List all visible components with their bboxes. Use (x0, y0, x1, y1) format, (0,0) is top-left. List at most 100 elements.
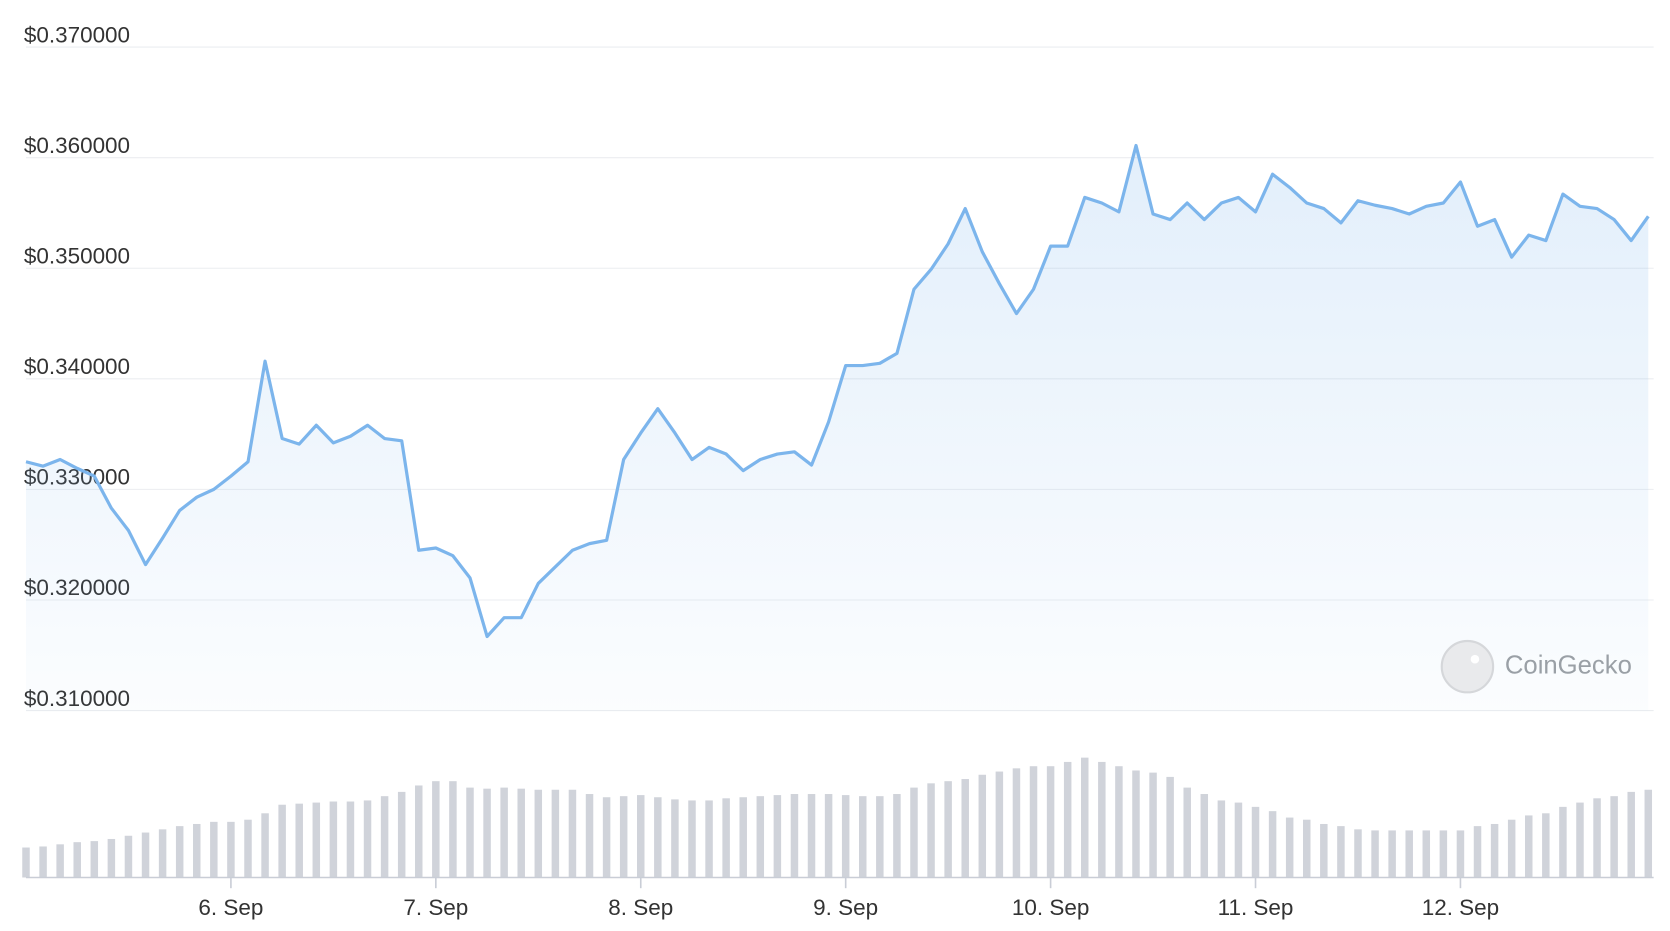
logo (1440, 639, 1495, 694)
volume-bar (329, 801, 338, 878)
volume-bar (654, 797, 662, 878)
volume-bar (1166, 776, 1174, 878)
volume-bar (1268, 811, 1277, 878)
volume-bar (1644, 789, 1653, 878)
volume-bar (1610, 796, 1618, 878)
volume-bar (210, 821, 218, 878)
volume-bar (346, 801, 355, 878)
volume-bar (602, 797, 611, 878)
volume-bar (1012, 768, 1021, 878)
volume-bar (107, 838, 116, 878)
volume-bar (295, 803, 303, 878)
volume-bar (893, 794, 901, 878)
volume-bar (944, 781, 952, 878)
volume-bar (1439, 830, 1448, 878)
volume-bar (1542, 813, 1550, 878)
volume-bar (739, 797, 747, 878)
volume-bar (1422, 830, 1431, 878)
volume-bar (807, 794, 816, 878)
volume-bar (1029, 766, 1038, 878)
volume-bar (722, 798, 730, 878)
volume-bar (1371, 830, 1379, 878)
y-tick-label: $0.350000 (24, 243, 130, 268)
y-tick-label: $0.340000 (24, 354, 130, 379)
volume-bar (1576, 802, 1584, 878)
volume-bar (278, 804, 286, 878)
volume-bar (585, 794, 594, 878)
volume-bar (1132, 770, 1140, 878)
volume-bar (483, 788, 491, 878)
volume-bar (244, 819, 252, 878)
x-tick-label: 10. Sep (1012, 895, 1089, 920)
volume-bar (1115, 766, 1123, 878)
volume-bar (995, 771, 1004, 878)
price-line (25, 143, 1650, 639)
volume-bar (1525, 815, 1533, 878)
volume-bar (1183, 787, 1191, 878)
volume-bar (1149, 772, 1157, 878)
price-area (25, 145, 1649, 711)
volume-bar (705, 800, 713, 878)
volume-bar (637, 795, 645, 878)
volume-bar (1507, 819, 1516, 878)
volume-bar (1354, 829, 1362, 878)
volume-bar (927, 783, 935, 878)
volume-bar (790, 794, 799, 878)
volume-bar (1388, 830, 1396, 878)
volume-bar (261, 813, 269, 878)
volume-bar (449, 781, 457, 878)
volume-bar (397, 791, 406, 878)
volume-bar (534, 789, 543, 878)
watermark-text: CoinGecko (1505, 651, 1632, 679)
volume-bar (773, 795, 782, 878)
volume-bar (1217, 800, 1226, 878)
volume-bar (1473, 826, 1482, 878)
volume-bar (1251, 806, 1260, 878)
volume-bar (1046, 766, 1055, 878)
volume-bar (1490, 823, 1499, 878)
volume-bar (363, 800, 372, 878)
x-tick-label: 9. Sep (813, 895, 878, 920)
volume-bar (1063, 761, 1072, 878)
volume-bar (859, 796, 867, 878)
volume-bar (1303, 819, 1311, 878)
x-tick-label: 8. Sep (608, 895, 673, 920)
y-tick-label: $0.360000 (24, 133, 130, 158)
volume-bar (124, 835, 133, 878)
volume-bar (22, 847, 30, 878)
volume-bar (688, 800, 696, 878)
volume-bar (312, 802, 321, 878)
x-tick-label: 11. Sep (1218, 895, 1294, 920)
volume-bar (227, 821, 235, 878)
volume-bar (380, 796, 389, 878)
volume-bar (1200, 794, 1209, 878)
volume-bar (517, 788, 525, 878)
volume-bar (500, 787, 508, 878)
volume-bar (1405, 830, 1413, 878)
volume-bar (824, 794, 833, 878)
volume-bar (978, 774, 987, 878)
volume-bar (432, 781, 440, 878)
volume-bar (193, 823, 201, 878)
volume-bar (671, 799, 679, 878)
volume-bar (141, 832, 150, 878)
volume-bar (910, 787, 918, 878)
volume-bar (876, 796, 884, 878)
volume-bar (1593, 798, 1601, 878)
volume-bar (619, 796, 628, 878)
x-tick-label: 12. Sep (1422, 895, 1499, 920)
x-tick-label: 7. Sep (403, 895, 468, 920)
volume-bar (1627, 791, 1635, 878)
volume-bar (1456, 830, 1465, 878)
volume-bar (1320, 823, 1328, 878)
volume-bar (568, 789, 577, 878)
volume-bar (1559, 806, 1567, 878)
volume-bar (756, 796, 765, 878)
watermark: CoinGecko (1440, 639, 1632, 694)
volume-bar (39, 846, 47, 878)
y-tick-label: $0.370000 (24, 22, 130, 47)
volume-bar (1234, 802, 1243, 878)
volume-bar (73, 842, 81, 878)
volume-bar (175, 826, 184, 878)
